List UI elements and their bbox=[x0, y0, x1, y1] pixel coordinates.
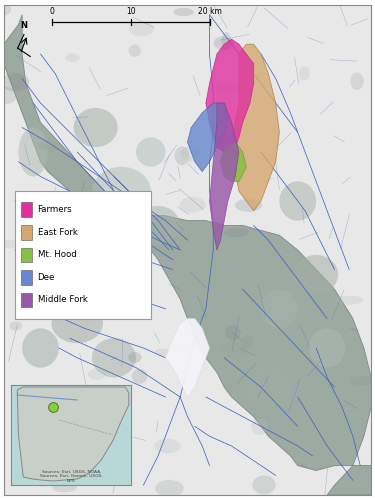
Ellipse shape bbox=[225, 325, 241, 340]
Ellipse shape bbox=[92, 166, 151, 216]
Ellipse shape bbox=[261, 289, 298, 329]
Polygon shape bbox=[17, 387, 129, 481]
Ellipse shape bbox=[76, 448, 99, 466]
Bar bbox=[15, 191, 151, 318]
Ellipse shape bbox=[220, 342, 246, 358]
Ellipse shape bbox=[251, 418, 267, 435]
Ellipse shape bbox=[51, 206, 88, 245]
Ellipse shape bbox=[22, 328, 59, 368]
Ellipse shape bbox=[335, 296, 363, 304]
Text: East Fork: East Fork bbox=[38, 228, 77, 237]
Ellipse shape bbox=[110, 440, 122, 455]
Ellipse shape bbox=[129, 22, 154, 36]
Ellipse shape bbox=[132, 369, 147, 384]
Polygon shape bbox=[206, 40, 254, 152]
Ellipse shape bbox=[33, 270, 77, 309]
Ellipse shape bbox=[2, 240, 17, 248]
Ellipse shape bbox=[213, 36, 234, 50]
Ellipse shape bbox=[155, 480, 184, 497]
Bar bbox=[21, 225, 32, 240]
Ellipse shape bbox=[294, 255, 338, 294]
Text: Dee: Dee bbox=[38, 273, 55, 282]
Ellipse shape bbox=[309, 328, 345, 368]
Ellipse shape bbox=[349, 376, 374, 386]
Ellipse shape bbox=[94, 470, 123, 483]
Polygon shape bbox=[4, 5, 371, 495]
Ellipse shape bbox=[224, 228, 249, 237]
Polygon shape bbox=[188, 103, 228, 172]
Ellipse shape bbox=[180, 146, 201, 162]
Ellipse shape bbox=[136, 206, 180, 245]
Ellipse shape bbox=[1, 73, 29, 92]
Ellipse shape bbox=[52, 482, 76, 492]
Ellipse shape bbox=[114, 236, 130, 245]
Polygon shape bbox=[220, 142, 246, 182]
Ellipse shape bbox=[128, 352, 142, 363]
Bar bbox=[21, 202, 32, 217]
Ellipse shape bbox=[65, 53, 80, 62]
Ellipse shape bbox=[34, 472, 53, 486]
Text: Sources: Esri, USGS, NOAA,
Sources: Esri, Garmin, USGS,
NPS: Sources: Esri, USGS, NOAA, Sources: Esri… bbox=[40, 470, 102, 483]
Text: N: N bbox=[21, 22, 27, 30]
Ellipse shape bbox=[214, 82, 242, 92]
Ellipse shape bbox=[246, 368, 290, 407]
Ellipse shape bbox=[174, 146, 189, 165]
Ellipse shape bbox=[350, 72, 364, 90]
Ellipse shape bbox=[222, 32, 231, 50]
Text: 0: 0 bbox=[49, 8, 54, 16]
Ellipse shape bbox=[36, 140, 59, 150]
Ellipse shape bbox=[18, 128, 48, 176]
Ellipse shape bbox=[252, 476, 276, 494]
Ellipse shape bbox=[180, 197, 206, 212]
Polygon shape bbox=[210, 103, 239, 250]
Ellipse shape bbox=[279, 182, 316, 220]
Ellipse shape bbox=[299, 66, 310, 80]
Polygon shape bbox=[232, 44, 279, 211]
Ellipse shape bbox=[74, 108, 118, 147]
Bar bbox=[21, 248, 32, 262]
Ellipse shape bbox=[154, 438, 181, 454]
Ellipse shape bbox=[235, 198, 262, 212]
Polygon shape bbox=[165, 318, 210, 397]
Bar bbox=[21, 270, 32, 285]
Ellipse shape bbox=[173, 8, 194, 16]
Ellipse shape bbox=[0, 2, 11, 16]
Ellipse shape bbox=[10, 322, 22, 330]
Ellipse shape bbox=[88, 368, 106, 380]
Ellipse shape bbox=[154, 348, 171, 356]
Ellipse shape bbox=[136, 138, 165, 166]
Ellipse shape bbox=[129, 44, 141, 57]
Ellipse shape bbox=[51, 304, 103, 343]
Text: Farmers: Farmers bbox=[38, 206, 72, 214]
Text: Middle Fork: Middle Fork bbox=[38, 296, 87, 304]
Ellipse shape bbox=[90, 472, 106, 479]
Ellipse shape bbox=[114, 245, 151, 274]
Polygon shape bbox=[4, 15, 371, 495]
Ellipse shape bbox=[241, 335, 253, 349]
Ellipse shape bbox=[0, 87, 17, 104]
Bar bbox=[21, 292, 32, 308]
Text: 20 km: 20 km bbox=[198, 8, 222, 16]
Ellipse shape bbox=[92, 338, 136, 378]
Text: Mt. Hood: Mt. Hood bbox=[38, 250, 76, 260]
Text: 10: 10 bbox=[126, 8, 135, 16]
